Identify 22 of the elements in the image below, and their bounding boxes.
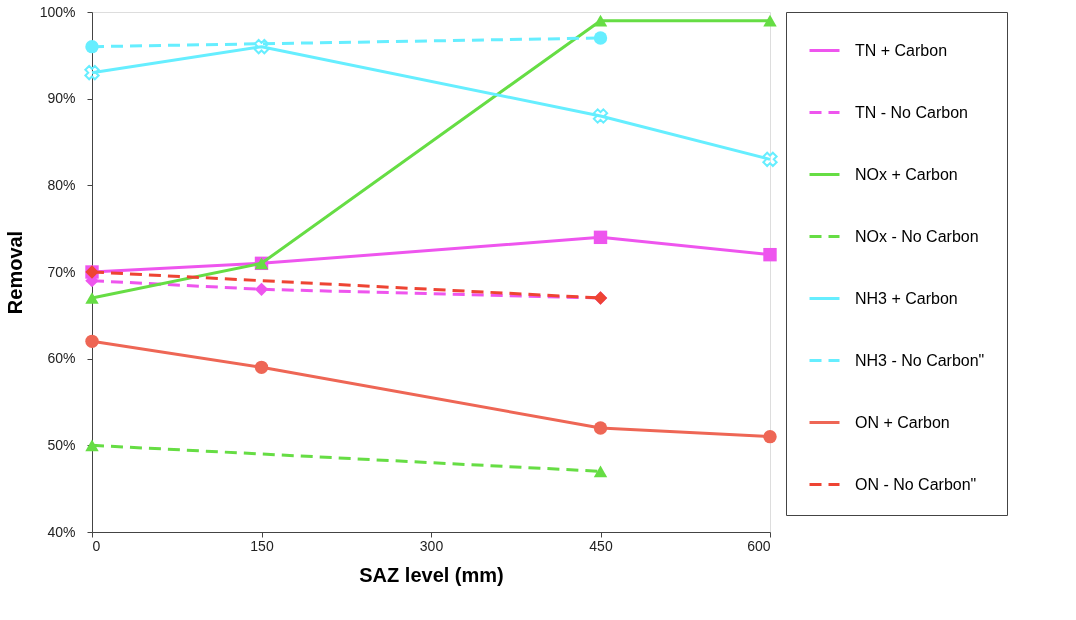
x-tick-label: 300 bbox=[419, 537, 444, 554]
y-axis-title: Removal bbox=[3, 230, 26, 315]
y-tick-label: 50% bbox=[47, 436, 76, 453]
y-tick-label: 90% bbox=[47, 90, 76, 107]
legend-label: NH3 + Carbon bbox=[855, 289, 958, 307]
legend-label: NOx - No Carbon bbox=[855, 227, 979, 245]
legend-label: ON - No Carbon" bbox=[855, 475, 977, 493]
legend-label: NOx + Carbon bbox=[855, 165, 958, 183]
legend-label: TN + Carbon bbox=[855, 41, 948, 59]
x-tick-label: 600 bbox=[747, 537, 771, 554]
y-tick-label: 70% bbox=[47, 263, 76, 280]
x-tick-label: 150 bbox=[250, 537, 274, 554]
x-tick-label: 450 bbox=[589, 537, 613, 554]
legend-label: TN - No Carbon bbox=[855, 103, 968, 121]
y-tick-label: 60% bbox=[47, 350, 76, 367]
y-tick-label: 80% bbox=[47, 176, 76, 193]
x-axis-title: SAZ level (mm) bbox=[359, 563, 504, 586]
x-tick-label: 0 bbox=[92, 537, 101, 554]
y-tick-label: 40% bbox=[47, 523, 76, 540]
legend-label: ON + Carbon bbox=[855, 413, 950, 431]
legend-label: NH3 - No Carbon" bbox=[855, 351, 985, 369]
y-tick-label: 100% bbox=[39, 3, 76, 20]
